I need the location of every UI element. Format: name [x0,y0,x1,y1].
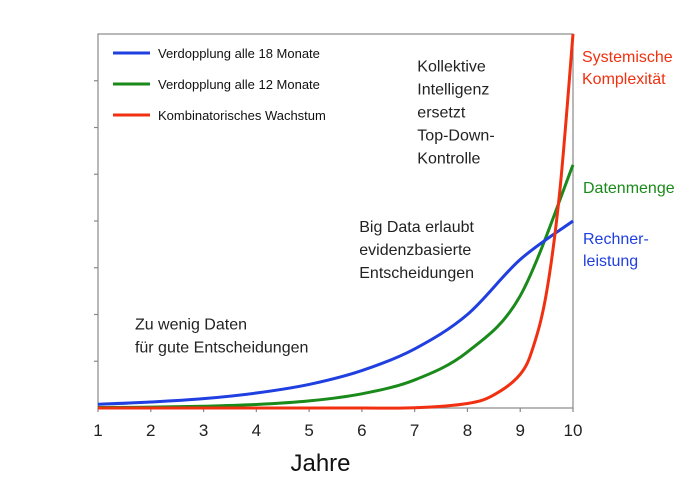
x-tick-label: 5 [304,421,313,440]
x-axis-label: Jahre [290,450,350,477]
annotations: Zu wenig Daten für gute Entscheidungen Big… [135,58,495,356]
series-end-labels: Rechner-leistung Datenmenge Systemische Kom… [582,49,675,270]
legend-entry: Verdopplung alle 18 Monate [158,46,320,61]
annotation-1: Big Data erlaubt evidenzbasierte Entscheid… [359,219,474,282]
series-end-label: Systemische Komplexität [582,49,673,88]
x-tick-label: 2 [146,421,155,440]
series-line-0 [97,219,574,406]
x-tick-label: 3 [199,421,208,440]
series-end-label: Datenmenge [583,180,675,197]
legend: Verdopplung alle 18 Monate Verdopplung al… [113,46,326,123]
x-tick-label: 6 [357,421,366,440]
series-line-2 [98,33,575,410]
annotation-0: Zu wenig Daten für gute Entscheidungen [135,316,308,356]
x-tick-label: 7 [410,421,419,440]
series-end-label: Rechner-leistung [583,231,649,270]
x-tick-label: 9 [515,421,524,440]
x-tick-label: 10 [564,421,583,440]
plot-area [97,33,575,410]
legend-entry: Kombinatorisches Wachstum [158,108,326,123]
legend-entry: Verdopplung alle 12 Monate [158,77,320,92]
x-tick-label: 4 [252,421,261,440]
x-tick-label: 1 [93,421,102,440]
x-tick-label: 8 [463,421,472,440]
series-line-1 [97,164,575,410]
x-tick-labels: 1 2 3 4 5 6 7 8 9 10 [93,421,582,440]
annotation-2: Kollektive Intelligenz ersetzt Top-Down-Kon… [417,58,494,167]
